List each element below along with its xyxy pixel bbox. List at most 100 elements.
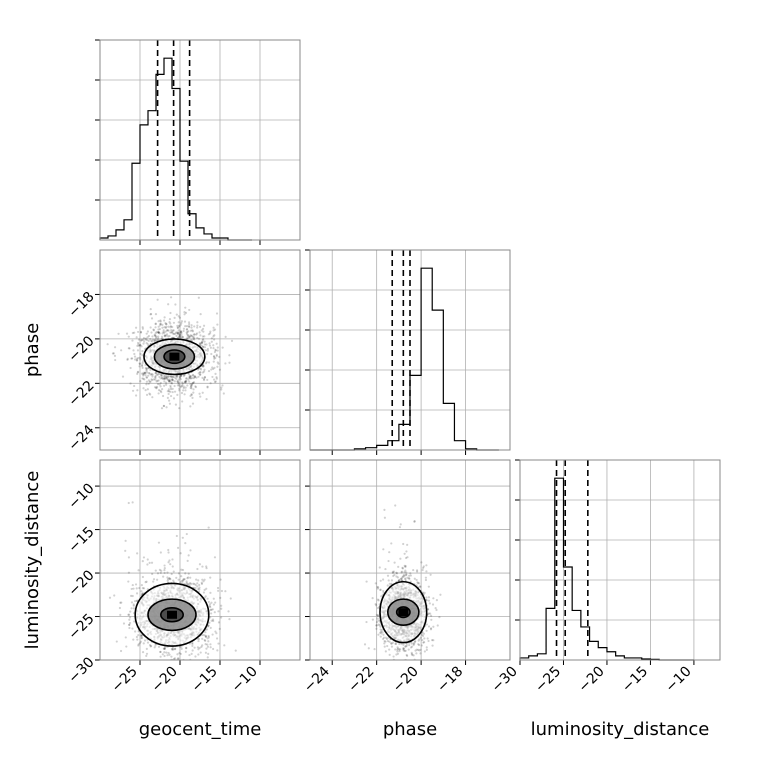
panel-frame — [309, 249, 511, 451]
sample-point — [145, 652, 149, 655]
sample-point — [180, 645, 183, 648]
sample-point — [207, 333, 210, 336]
sample-point — [150, 317, 154, 320]
sample-point — [432, 597, 435, 600]
sample-point — [431, 681, 433, 683]
sample-point — [173, 380, 176, 383]
sample-point — [383, 691, 385, 693]
sample-point — [162, 375, 166, 378]
sample-point — [426, 637, 429, 640]
sample-point — [188, 380, 191, 383]
sample-point — [153, 339, 156, 342]
sample-point — [181, 568, 185, 572]
sample-point — [194, 375, 197, 379]
sample-point — [140, 637, 143, 640]
sample-point — [141, 587, 144, 590]
sample-point — [187, 554, 190, 557]
histogram-phase — [305, 249, 511, 455]
sample-point — [214, 348, 217, 351]
sample-point — [216, 649, 219, 652]
sample-point — [150, 331, 153, 334]
sample-point — [185, 377, 188, 380]
sample-point — [159, 389, 162, 393]
sample-point — [128, 618, 131, 621]
sample-point — [391, 570, 394, 574]
sample-point — [138, 365, 141, 368]
sample-point — [395, 575, 398, 578]
sample-point — [420, 644, 423, 647]
sample-point — [410, 653, 413, 656]
sample-point — [404, 578, 407, 581]
sample-point — [404, 564, 407, 568]
sample-point — [203, 346, 207, 349]
sample-point — [396, 672, 398, 674]
sample-point — [209, 646, 212, 649]
sample-point — [363, 643, 367, 646]
sample-point — [128, 623, 131, 626]
x-tick-label: −24 — [301, 663, 333, 695]
sample-point — [217, 362, 220, 365]
sample-point — [140, 364, 144, 368]
sample-point — [188, 583, 191, 586]
sample-point — [184, 650, 187, 653]
sample-point — [204, 634, 207, 637]
sample-point — [211, 633, 214, 636]
sample-point — [204, 595, 207, 598]
sample-point — [155, 662, 157, 664]
sample-point — [180, 333, 183, 337]
sample-point — [145, 383, 148, 386]
sample-points — [108, 501, 237, 664]
sample-point — [405, 644, 408, 647]
sample-point — [157, 662, 159, 664]
sample-point — [156, 298, 159, 301]
sample-point — [179, 378, 183, 381]
sample-point — [183, 311, 186, 314]
sample-point — [172, 397, 176, 400]
sample-point — [148, 372, 151, 375]
sample-point — [153, 646, 156, 649]
sample-point — [168, 378, 171, 381]
density-geocent-time-luminosity-distance: −25 −20 −15 −10−30−25−20−15−10 — [65, 459, 301, 696]
sample-point — [405, 550, 408, 553]
sample-point — [375, 613, 378, 616]
sample-point — [412, 654, 415, 657]
sample-point — [384, 640, 387, 643]
sample-point — [196, 326, 199, 329]
sample-point — [165, 322, 168, 326]
sample-point — [217, 642, 220, 645]
sample-point — [144, 372, 147, 375]
sample-point — [376, 585, 379, 589]
sample-point — [145, 580, 148, 583]
sample-point — [163, 376, 166, 380]
sample-point — [151, 340, 154, 343]
sample-point — [168, 379, 171, 382]
sample-point — [136, 638, 139, 641]
sample-point — [144, 371, 147, 374]
sample-point — [417, 648, 420, 651]
sample-point — [404, 556, 408, 560]
sample-point — [431, 603, 435, 606]
sample-point — [190, 582, 193, 585]
sample-point — [171, 329, 174, 332]
y-axis-label-phase: phase — [22, 323, 43, 377]
sample-point — [156, 578, 159, 581]
sample-point — [382, 548, 385, 551]
sample-point — [221, 384, 224, 387]
sample-point — [142, 372, 145, 376]
sample-point — [425, 623, 428, 626]
sample-point — [179, 332, 182, 335]
sample-point — [425, 646, 428, 649]
x-tick-label: −20 — [576, 664, 608, 696]
sample-point — [167, 329, 170, 332]
sample-point — [419, 585, 422, 588]
sample-point — [185, 331, 188, 334]
sample-point — [148, 380, 151, 383]
sample-point — [166, 390, 169, 393]
x-tick-label: −25 — [532, 664, 564, 696]
sample-point — [375, 624, 378, 627]
sample-point — [216, 361, 219, 364]
sample-point — [395, 662, 397, 664]
sample-point — [127, 571, 131, 574]
sample-point — [201, 371, 205, 374]
sample-point — [168, 380, 171, 383]
